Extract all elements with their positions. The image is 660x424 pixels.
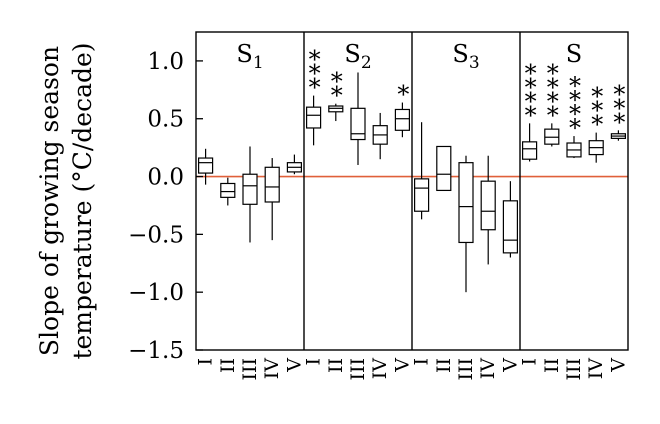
plot-frame [195,31,629,351]
significance-star: * [309,74,321,102]
significance-star: * [397,81,409,109]
y-axis-label: Slope of growing season temperature (°C/d… [35,42,97,359]
category-label-1-III: III [239,358,261,381]
box-1-V [286,154,302,175]
significance-star: * [525,59,537,87]
box-iqr [394,108,410,131]
box-iqr [306,106,322,129]
category-label-4-IV: IV [585,358,607,380]
y-tick-label: 0.0 [147,165,184,191]
category-label-2-V: V [391,358,413,373]
significance-star: * [525,73,537,101]
category-label-3-IV: IV [477,358,499,380]
significance-star: * [309,60,321,88]
box-1-III [242,146,258,243]
category-label-1-IV: IV [261,358,283,380]
significance-star: * [591,83,603,111]
panel-title-4: S [566,40,582,68]
category-label-3-II: II [433,358,455,373]
box-2-II: ** [328,68,344,122]
box-3-III [458,155,474,293]
box-iqr [264,166,280,203]
significance-star: * [591,111,603,139]
category-label-2-III: III [347,358,369,381]
category-label-4-III: III [563,358,585,381]
box-4-III: **** [566,72,582,159]
box-4-I: **** [521,59,538,162]
box-4-II: **** [544,59,560,147]
significance-star: * [525,101,537,129]
box-iqr [242,173,258,205]
box-iqr [521,141,538,160]
category-label-2-IV: IV [369,358,391,380]
box-2-III [350,72,366,165]
category-label-1-II: II [217,358,239,373]
box-iqr [220,182,236,198]
y-tick-label: 1.0 [147,49,184,75]
box-1-II [220,177,236,206]
box-3-IV [480,155,496,265]
significance-star: * [331,82,343,110]
box-iqr [502,200,518,254]
category-label-4-II: II [541,358,563,373]
significance-star: * [613,94,625,122]
y-tick-label: −0.5 [128,222,184,248]
category-label-3-V: V [499,358,521,373]
category-label-4-I: I [519,358,541,366]
panel-title-3: S3 [452,40,479,73]
y-tick-label: 0.5 [147,107,184,133]
significance-star: * [569,86,581,114]
significance-star: * [613,108,625,136]
significance-star: * [547,73,559,101]
box-iqr [458,162,474,244]
box-4-IV: *** [588,83,604,163]
category-label-1-V: V [283,358,305,373]
box-4-V: *** [610,80,627,141]
box-1-I [198,148,214,185]
box-iqr [480,180,496,231]
category-label-2-I: I [303,358,325,366]
significance-star: * [547,87,559,115]
box-iqr [414,178,430,212]
box-3-II [436,145,452,192]
significance-star: * [309,46,321,74]
category-label-1-I: I [195,358,217,366]
box-iqr [350,107,366,141]
box-iqr [436,145,452,192]
significance-star: * [547,101,559,129]
box-2-I: *** [306,46,322,146]
significance-star: * [569,100,581,128]
box-3-I [414,122,430,220]
y-tick-label: −1.0 [128,280,184,306]
box-iqr [198,157,214,174]
significance-star: * [569,72,581,100]
significance-star: * [569,114,581,142]
significance-star: * [525,87,537,115]
significance-star: * [591,97,603,125]
category-label-3-I: I [411,358,433,366]
category-label-4-V: V [607,358,629,373]
significance-star: * [613,80,625,108]
category-label-2-II: II [325,358,347,373]
box-3-V [502,181,518,258]
box-1-IV [264,158,280,241]
box-2-IV [372,112,388,160]
significance-star: * [331,68,343,96]
y-tick-label: −1.5 [128,338,184,364]
panel-title-2: S2 [344,40,371,73]
significance-star: * [547,59,559,87]
category-label-3-III: III [455,358,477,381]
box-2-V: * [394,81,410,138]
panel-title-1: S1 [236,40,263,73]
